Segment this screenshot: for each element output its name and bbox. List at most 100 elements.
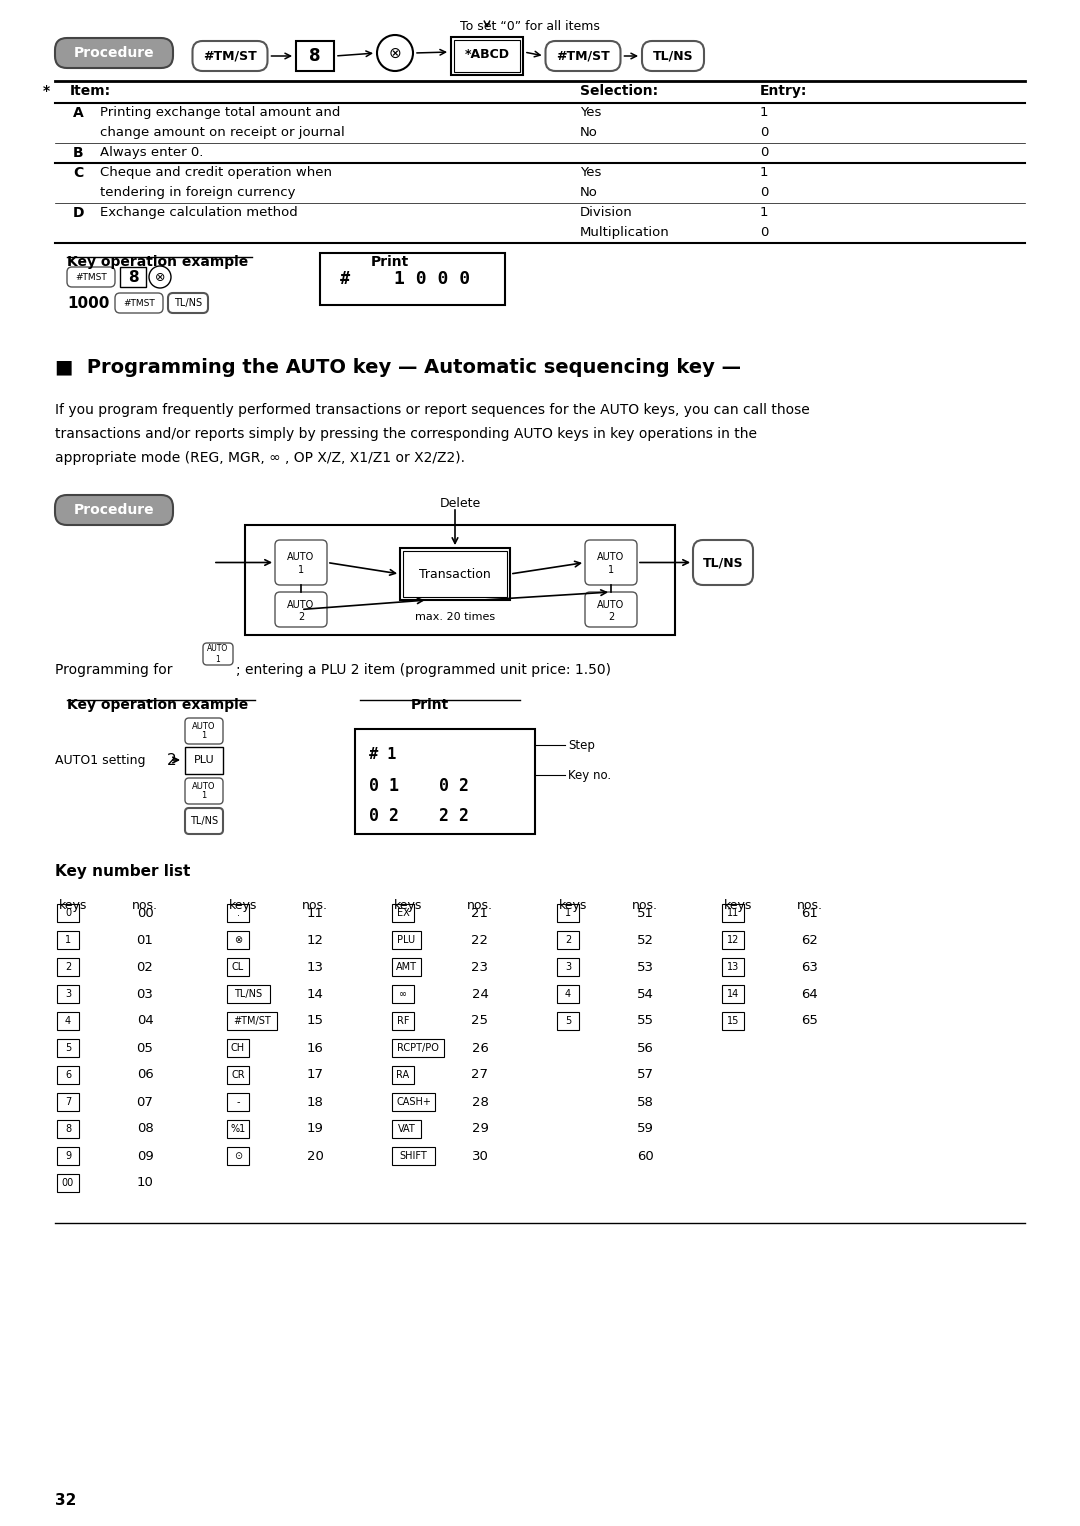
Text: 1 0 0 0: 1 0 0 0 — [394, 270, 471, 288]
Text: To set “0” for all items: To set “0” for all items — [460, 20, 599, 34]
Bar — [403, 551, 507, 597]
Text: Always enter 0.: Always enter 0. — [100, 146, 203, 159]
Bar — [392, 1012, 414, 1030]
Text: 58: 58 — [636, 1096, 653, 1108]
Text: ∞: ∞ — [399, 989, 407, 1000]
Text: 32: 32 — [55, 1492, 77, 1508]
Bar — [392, 958, 421, 977]
Bar — [57, 903, 79, 922]
Text: 1: 1 — [760, 206, 769, 220]
Text: 23: 23 — [472, 960, 488, 974]
Bar — [454, 40, 519, 72]
Text: 12: 12 — [307, 934, 324, 946]
Text: Multiplication: Multiplication — [580, 226, 670, 240]
Text: 0: 0 — [760, 146, 768, 159]
Text: B: B — [73, 146, 83, 160]
Text: nos.: nos. — [467, 899, 492, 913]
Text: 1: 1 — [608, 565, 615, 575]
Text: 2: 2 — [565, 935, 571, 945]
Text: 8: 8 — [65, 1125, 71, 1134]
Text: 0: 0 — [760, 226, 768, 240]
Bar — [227, 958, 249, 977]
Text: 7: 7 — [65, 1097, 71, 1106]
Text: 9: 9 — [65, 1151, 71, 1161]
Bar — [57, 931, 79, 949]
Text: Exchange calculation method: Exchange calculation method — [100, 206, 298, 220]
Text: TL/NS: TL/NS — [174, 298, 202, 308]
Text: 13: 13 — [307, 960, 324, 974]
Text: RA: RA — [396, 1070, 409, 1080]
Text: 1: 1 — [565, 908, 571, 919]
Text: ■  Programming the AUTO key — Automatic sequencing key —: ■ Programming the AUTO key — Automatic s… — [55, 359, 741, 377]
Text: PLU: PLU — [193, 755, 214, 765]
Text: ⊙: ⊙ — [234, 1151, 242, 1161]
Text: 04: 04 — [137, 1015, 153, 1027]
Text: 02: 02 — [136, 960, 153, 974]
Text: 00: 00 — [62, 1178, 75, 1189]
FancyBboxPatch shape — [585, 540, 637, 584]
Text: Delete: Delete — [440, 497, 481, 510]
Bar — [227, 1120, 249, 1138]
Text: *ABCD: *ABCD — [464, 47, 510, 61]
Text: transactions and/or reports simply by pressing the corresponding AUTO keys in ke: transactions and/or reports simply by pr… — [55, 427, 757, 441]
Text: 0: 0 — [760, 127, 768, 139]
Text: 07: 07 — [136, 1096, 153, 1108]
Text: 4: 4 — [65, 1016, 71, 1025]
Text: Step: Step — [568, 739, 595, 751]
Text: TL/NS: TL/NS — [703, 555, 743, 569]
Text: 8: 8 — [127, 270, 138, 284]
Text: Item:: Item: — [70, 84, 111, 98]
Text: 08: 08 — [137, 1123, 153, 1135]
Text: 24: 24 — [472, 987, 488, 1001]
Bar — [227, 1067, 249, 1083]
Text: 27: 27 — [472, 1068, 488, 1082]
Text: 05: 05 — [136, 1042, 153, 1054]
Bar — [185, 748, 222, 774]
Text: 65: 65 — [801, 1015, 819, 1027]
Text: 53: 53 — [636, 960, 653, 974]
Text: 61: 61 — [801, 906, 819, 920]
Text: 2: 2 — [298, 612, 305, 623]
FancyBboxPatch shape — [275, 592, 327, 627]
Text: 21: 21 — [472, 906, 488, 920]
FancyBboxPatch shape — [55, 38, 173, 69]
FancyBboxPatch shape — [185, 778, 222, 804]
Text: CH: CH — [231, 1042, 245, 1053]
Bar — [392, 1120, 421, 1138]
Bar — [227, 984, 270, 1003]
Text: 03: 03 — [136, 987, 153, 1001]
Text: Printing exchange total amount and: Printing exchange total amount and — [100, 105, 340, 119]
Bar — [392, 931, 421, 949]
Text: #TMST: #TMST — [123, 299, 154, 308]
Text: #TM/ST: #TM/ST — [556, 49, 610, 63]
FancyBboxPatch shape — [185, 719, 222, 745]
Text: 22: 22 — [472, 934, 488, 946]
Text: PLU: PLU — [397, 935, 416, 945]
Text: 17: 17 — [307, 1068, 324, 1082]
Text: 14: 14 — [307, 987, 323, 1001]
Text: nos.: nos. — [632, 899, 658, 913]
Text: 12: 12 — [727, 935, 739, 945]
Text: 0 1    0 2: 0 1 0 2 — [369, 777, 469, 795]
Text: #TMST: #TMST — [76, 273, 107, 281]
Text: 8: 8 — [309, 47, 321, 66]
Text: 51: 51 — [636, 906, 653, 920]
Bar — [557, 903, 579, 922]
Bar — [723, 958, 744, 977]
Text: AUTO: AUTO — [597, 552, 624, 562]
Text: keys: keys — [58, 899, 87, 913]
Text: CR: CR — [231, 1070, 245, 1080]
Text: 15: 15 — [727, 1016, 739, 1025]
Text: 6: 6 — [65, 1070, 71, 1080]
Text: 18: 18 — [307, 1096, 323, 1108]
Text: 5: 5 — [565, 1016, 571, 1025]
Text: 14: 14 — [727, 989, 739, 1000]
FancyBboxPatch shape — [114, 293, 163, 313]
Text: 54: 54 — [636, 987, 653, 1001]
Bar — [392, 1039, 444, 1058]
Text: 19: 19 — [307, 1123, 323, 1135]
Text: 15: 15 — [307, 1015, 324, 1027]
Text: nos.: nos. — [302, 899, 328, 913]
Text: nos.: nos. — [797, 899, 823, 913]
Text: 5: 5 — [65, 1042, 71, 1053]
